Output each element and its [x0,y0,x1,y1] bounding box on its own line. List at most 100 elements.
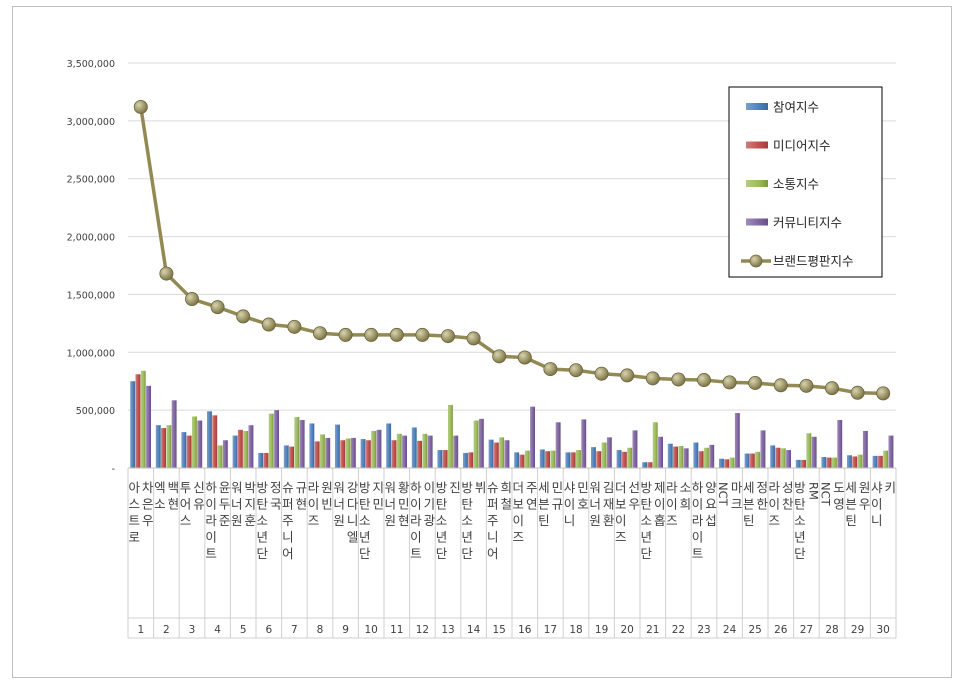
x-rank-label: 7 [291,624,298,636]
bar-4 [683,448,689,468]
bar-4 [325,437,331,468]
y-tick-label: 500,000 [76,406,115,417]
bar-2 [340,440,346,468]
bar-1 [744,453,750,468]
x-rank-label: 16 [518,624,532,636]
bar-1 [130,381,136,468]
bar-1 [437,450,443,468]
bar-2 [698,451,704,468]
bar-3 [576,450,581,468]
bar-1 [283,445,289,468]
bar-3 [396,433,402,468]
bar-1 [872,455,878,468]
bar-3 [780,448,786,468]
x-rank-label: 26 [774,624,788,636]
bar-3 [166,425,172,468]
bar-2 [263,452,269,468]
brand-index-line [133,99,891,401]
bar-4 [555,422,561,468]
brand-index-point [287,319,302,334]
x-rank-label: 17 [544,624,557,636]
bar-3 [320,434,325,468]
brand-index-point [159,266,174,281]
gridlines [128,62,896,469]
bar-1 [514,452,520,468]
bar-4 [427,435,433,468]
bar-3 [755,451,761,468]
x-rank-label: 11 [390,624,403,636]
x-rank-label: 9 [342,624,349,636]
legend-swatch [746,103,768,110]
brand-reputation-chart: - 500,000 1,000,000 1,500,000 2,000,000 2,500… [67,59,897,639]
x-category-label: 뷔 [475,480,487,495]
brand-index-point [210,300,225,315]
x-rank-label: 6 [265,624,272,636]
x-rank-label: 19 [595,624,608,636]
bar-4 [837,419,843,468]
bar-4 [350,437,356,468]
bar-1 [770,445,776,468]
bar-1 [411,427,417,468]
bar-3 [473,420,479,468]
y-tick-label: 2,500,000 [67,175,115,186]
y-tick-label: 1,000,000 [67,348,115,359]
bar-2 [596,451,602,468]
bar-4 [402,435,407,468]
bars [130,370,894,468]
bar-2 [545,451,550,468]
bar-4 [709,444,715,468]
bar-4 [811,436,817,468]
brand-index-point [133,99,148,114]
bar-2 [365,440,371,468]
bar-2 [801,459,806,468]
x-rank-label: 27 [800,624,813,636]
bar-3 [601,442,607,468]
brand-index-point [312,326,327,341]
bar-2 [212,415,218,468]
legend-label: 커뮤니티지수 [773,215,842,230]
bar-3 [857,454,863,468]
bar-4 [146,385,151,468]
legend-label: 브랜드평판지수 [773,254,854,269]
bar-1 [591,447,596,468]
bar-3 [499,437,505,468]
brand-index-point [415,327,430,342]
bar-4 [376,429,382,468]
x-rank-label: 22 [672,624,685,636]
bar-2 [314,441,320,468]
x-rank-label: 1 [137,624,144,636]
bar-2 [468,452,474,468]
brand-index-point [722,375,737,390]
bar-3 [268,413,274,468]
brand-index-point [338,327,353,342]
x-rank-label: 10 [365,624,378,636]
bar-2 [391,440,397,468]
brand-index-point [825,381,840,396]
chart-frame: - 500,000 1,000,000 1,500,000 2,000,000 2,500… [12,6,952,678]
legend-label: 미디어지수 [773,138,831,153]
bar-2 [417,440,422,468]
